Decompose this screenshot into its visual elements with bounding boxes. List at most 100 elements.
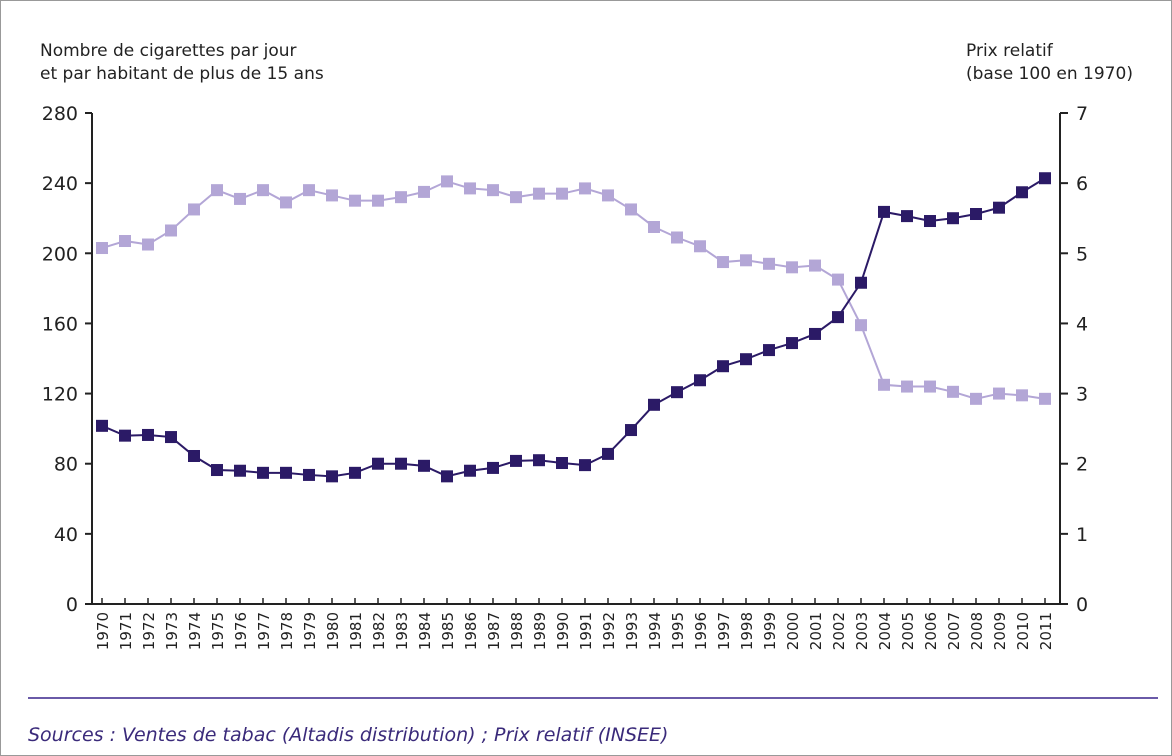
point [96, 419, 108, 432]
point [763, 344, 775, 357]
x-tick-label: 1999 [761, 612, 779, 650]
point [372, 194, 384, 207]
point [349, 194, 361, 207]
y-tick-label: 0 [66, 594, 78, 616]
x-tick-label: 1998 [738, 612, 756, 650]
point [211, 464, 223, 477]
point [671, 386, 683, 399]
point [372, 457, 384, 470]
point [556, 457, 568, 470]
x-tick-label: 2004 [876, 612, 894, 650]
y2-axis-label: Prix relatif [966, 41, 1054, 61]
x-tick-label: 1991 [577, 612, 595, 650]
point [142, 238, 154, 251]
x-tick-label: 1988 [508, 612, 526, 650]
y-tick-label: 160 [42, 313, 78, 335]
x-tick-label: 1990 [554, 612, 572, 650]
y-axis-label: Nombre de cigarettes par jour [40, 41, 297, 61]
point [786, 337, 798, 350]
point [510, 191, 522, 204]
point [510, 454, 522, 467]
point [993, 201, 1005, 214]
point [694, 374, 706, 387]
point [786, 261, 798, 274]
point [487, 461, 499, 474]
point [395, 191, 407, 204]
x-tick-label: 2005 [899, 612, 917, 650]
point [809, 327, 821, 340]
point [878, 378, 890, 391]
point [1016, 186, 1028, 199]
point [671, 231, 683, 244]
point [625, 203, 637, 216]
x-tick-label: 1978 [278, 612, 296, 650]
point [96, 242, 108, 255]
x-tick-label: 1995 [669, 612, 687, 650]
y2-tick-label: 7 [1076, 103, 1088, 125]
point [257, 184, 269, 197]
point [625, 424, 637, 437]
point [694, 240, 706, 253]
x-tick-label: 2010 [1014, 612, 1032, 650]
x-tick-label: 1970 [94, 612, 112, 650]
x-tick-label: 1993 [623, 612, 641, 650]
x-tick-label: 2008 [968, 612, 986, 650]
x-tick-label: 1983 [393, 612, 411, 650]
point [602, 447, 614, 460]
x-tick-label: 1975 [209, 612, 227, 650]
x-tick-label: 1977 [255, 612, 273, 650]
point [280, 466, 292, 479]
point [326, 470, 338, 483]
y2-tick-label: 3 [1076, 384, 1088, 406]
x-tick-label: 1997 [715, 612, 733, 650]
point [832, 311, 844, 324]
y2-tick-label: 2 [1076, 454, 1088, 476]
point [257, 466, 269, 479]
x-tick-label: 1979 [301, 612, 319, 650]
point [970, 208, 982, 221]
x-tick-label: 1989 [531, 612, 549, 650]
x-tick-label: 1996 [692, 612, 710, 650]
point [487, 184, 499, 197]
x-tick-label: 2009 [991, 612, 1009, 650]
point [809, 259, 821, 272]
x-tick-label: 1973 [163, 612, 181, 650]
point [211, 184, 223, 197]
point [441, 175, 453, 188]
y-tick-label: 240 [42, 173, 78, 195]
y-tick-label: 200 [42, 243, 78, 265]
x-tick-label: 2001 [807, 612, 825, 650]
x-tick-label: 1974 [186, 612, 204, 650]
point [165, 431, 177, 444]
point [602, 189, 614, 202]
y2-tick-label: 1 [1076, 524, 1088, 546]
x-tick-label: 2011 [1037, 612, 1055, 650]
point [1016, 389, 1028, 402]
y2-tick-label: 0 [1076, 594, 1088, 616]
y2-tick-label: 5 [1076, 243, 1088, 265]
point [648, 398, 660, 411]
point [740, 254, 752, 267]
point [1039, 392, 1051, 405]
y2-tick-label: 6 [1076, 173, 1088, 195]
point [579, 459, 591, 472]
x-tick-label: 1984 [416, 612, 434, 650]
x-tick-label: 2007 [945, 612, 963, 650]
point [924, 380, 936, 393]
point [234, 464, 246, 477]
point [418, 459, 430, 472]
x-tick-label: 2006 [922, 612, 940, 650]
point [188, 203, 200, 216]
point [234, 192, 246, 205]
point [740, 353, 752, 366]
x-tick-label: 1971 [117, 612, 135, 650]
x-tick-label: 1980 [324, 612, 342, 650]
point [326, 189, 338, 202]
y-tick-label: 280 [42, 103, 78, 125]
x-tick-label: 2003 [853, 612, 871, 650]
point [165, 224, 177, 237]
point [533, 187, 545, 200]
point [878, 205, 890, 218]
point [1039, 172, 1051, 185]
